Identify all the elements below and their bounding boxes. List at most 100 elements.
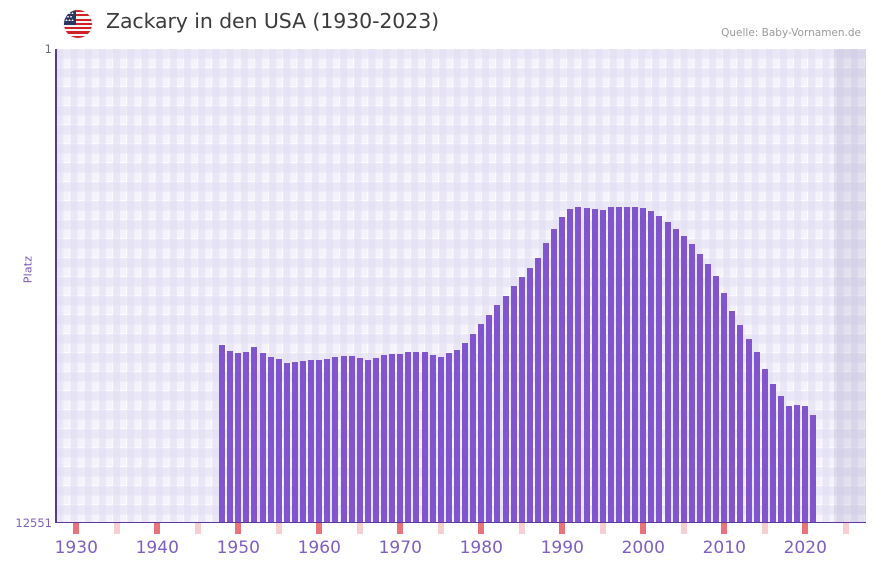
x-axis-tick-label: 1960 <box>297 538 341 558</box>
bar <box>672 228 679 522</box>
x-axis-tick-label: 2000 <box>621 538 665 558</box>
x-tick-major <box>73 523 80 534</box>
bar <box>259 352 266 522</box>
bar <box>219 344 226 522</box>
bar <box>429 354 436 522</box>
bar <box>575 206 582 522</box>
bar <box>518 276 525 522</box>
bar <box>551 229 558 522</box>
bar <box>381 355 388 522</box>
bar <box>397 354 404 522</box>
flag-canton <box>64 10 76 26</box>
y-axis-line <box>55 49 57 523</box>
bar <box>729 311 736 522</box>
bar <box>421 351 428 522</box>
bar <box>478 324 485 522</box>
x-axis-tick-label: 1940 <box>135 538 179 558</box>
bar <box>453 350 460 522</box>
bar <box>510 285 517 522</box>
x-tick-major <box>802 523 809 534</box>
bar <box>599 210 606 522</box>
bar <box>648 210 655 522</box>
bar <box>356 357 363 522</box>
us-flag-icon <box>64 10 92 38</box>
x-tick-minor <box>842 523 849 534</box>
x-tick-major <box>235 523 242 534</box>
bar <box>769 383 776 522</box>
bar <box>802 406 809 522</box>
bar <box>640 208 647 522</box>
bar <box>713 275 720 522</box>
bar <box>534 257 541 522</box>
bar <box>348 355 355 522</box>
x-tick-minor <box>518 523 525 534</box>
bar <box>559 216 566 522</box>
x-tick-minor <box>356 523 363 534</box>
bar <box>364 359 371 522</box>
bar <box>745 339 752 522</box>
bar <box>615 206 622 522</box>
bar <box>445 352 452 522</box>
x-tick-minor <box>761 523 768 534</box>
x-tick-minor <box>113 523 120 534</box>
bar <box>235 353 242 522</box>
bar <box>494 305 501 522</box>
bar <box>526 267 533 522</box>
bar <box>316 359 323 522</box>
flag-stripes <box>64 10 92 38</box>
page-title: Zackary in den USA (1930-2023) <box>106 9 440 33</box>
bar <box>462 342 469 522</box>
bar <box>753 352 760 522</box>
bar <box>696 254 703 522</box>
bar <box>777 395 784 522</box>
x-tick-minor <box>437 523 444 534</box>
x-tick-minor <box>275 523 282 534</box>
bar <box>705 263 712 522</box>
bar <box>486 315 493 522</box>
bar <box>340 356 347 522</box>
y-axis-tick-bottom: 12551 <box>15 516 52 530</box>
bar <box>810 415 817 522</box>
bar <box>794 405 801 522</box>
bar <box>251 346 258 522</box>
x-tick-minor <box>599 523 606 534</box>
bar <box>737 324 744 522</box>
bar <box>389 353 396 522</box>
bar <box>543 242 550 522</box>
bar <box>283 362 290 522</box>
bar <box>680 235 687 522</box>
bar <box>591 208 598 522</box>
bar <box>632 207 639 522</box>
y-axis-tick-top: 1 <box>44 42 52 56</box>
bar <box>721 293 728 522</box>
bar <box>656 215 663 522</box>
bar <box>664 221 671 522</box>
x-tick-major <box>478 523 485 534</box>
bars-layer <box>56 49 866 522</box>
chart-header: Zackary in den USA (1930-2023) Quelle: B… <box>0 0 873 45</box>
bar <box>567 209 574 522</box>
x-axis-tick-label: 2010 <box>702 538 746 558</box>
bar <box>227 350 234 522</box>
x-tick-major <box>316 523 323 534</box>
y-axis-title: Platz <box>21 255 35 284</box>
x-axis-tick-row <box>56 523 866 534</box>
x-tick-major <box>559 523 566 534</box>
bar <box>786 405 793 522</box>
bar <box>308 359 315 522</box>
x-axis-tick-label: 1980 <box>459 538 503 558</box>
bar <box>470 333 477 522</box>
bar <box>607 207 614 522</box>
bar <box>243 352 250 522</box>
bar <box>405 352 412 522</box>
bar <box>372 358 379 522</box>
x-tick-minor <box>194 523 201 534</box>
bar <box>275 358 282 522</box>
x-tick-minor <box>680 523 687 534</box>
x-tick-major <box>154 523 161 534</box>
bar <box>291 361 298 522</box>
bar <box>324 359 331 522</box>
bar <box>688 244 695 522</box>
x-axis-tick-label: 1950 <box>216 538 260 558</box>
x-axis-tick-label: 1990 <box>540 538 584 558</box>
